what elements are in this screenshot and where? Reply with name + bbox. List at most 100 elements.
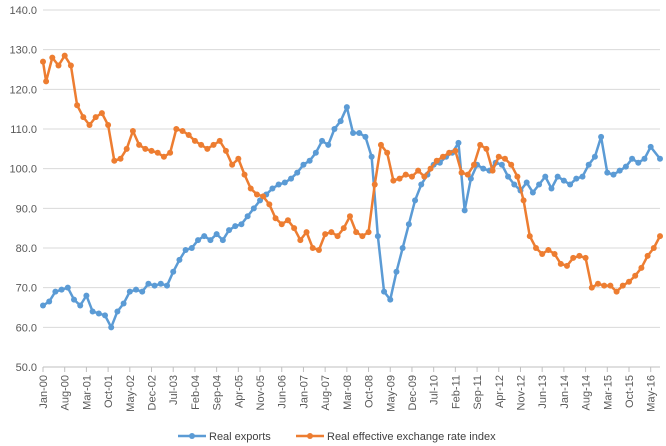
- data-point: [613, 288, 620, 295]
- data-point: [102, 312, 109, 319]
- y-tick-label: 140.0: [9, 5, 37, 17]
- data-point: [210, 141, 217, 148]
- data-point: [278, 221, 285, 228]
- data-point: [629, 155, 636, 162]
- data-point: [415, 167, 422, 174]
- data-point: [480, 165, 487, 172]
- data-point: [219, 237, 226, 244]
- data-point: [384, 149, 391, 156]
- data-point: [71, 296, 78, 303]
- x-tick-label: Feb-11: [450, 375, 462, 409]
- data-point: [657, 233, 663, 240]
- y-tick-label: 70.0: [16, 283, 37, 295]
- data-point: [328, 229, 335, 236]
- data-point: [294, 169, 301, 176]
- data-point: [266, 201, 273, 208]
- x-axis-labels: Jan-00 Aug-00 Mar-01 Oct-01 May-02 Dec-02 Jul-…: [38, 375, 658, 412]
- data-point: [573, 175, 580, 182]
- data-point: [545, 246, 552, 253]
- data-point: [570, 254, 577, 261]
- x-tick-label: Aug-14: [581, 375, 593, 410]
- data-point: [160, 153, 167, 160]
- data-point: [619, 282, 626, 289]
- data-point: [610, 171, 617, 178]
- data-point: [229, 161, 236, 168]
- data-point: [334, 233, 341, 240]
- x-tick-label: Nov-12: [515, 375, 527, 410]
- y-axis: 50.0 60.0 70.0 80.0 90.0 100.0 110.0 120.0 130.0…: [9, 5, 37, 374]
- data-point: [508, 161, 515, 168]
- data-point: [142, 145, 149, 152]
- data-point: [356, 129, 363, 136]
- data-point: [557, 260, 564, 267]
- data-point: [182, 246, 189, 253]
- x-tick-label: Oct-01: [103, 375, 115, 408]
- data-point: [498, 161, 505, 168]
- data-point: [222, 147, 229, 154]
- data-point: [452, 147, 459, 154]
- data-point: [315, 246, 322, 253]
- series-line: [42, 105, 661, 329]
- data-point: [58, 286, 65, 293]
- data-point: [542, 173, 549, 180]
- data-point: [458, 169, 465, 176]
- x-tick-label: Apr-05: [233, 375, 245, 408]
- data-point: [325, 141, 332, 148]
- x-tick-label: Jun-13: [537, 375, 549, 409]
- data-point: [638, 264, 645, 271]
- legend-item-real-effective-exchange-rate-index: Real effective exchange rate index: [296, 431, 496, 443]
- data-point: [585, 161, 592, 168]
- data-point: [368, 153, 375, 160]
- data-point: [309, 245, 316, 251]
- legend: Real exports Real effective exchange rat…: [178, 431, 496, 443]
- data-point: [390, 177, 397, 184]
- x-tick-label: Mar-08: [342, 375, 354, 410]
- y-tick-label: 130.0: [9, 45, 37, 57]
- data-point: [133, 286, 140, 293]
- x-tick-label: Dec-02: [147, 375, 159, 410]
- data-point: [61, 52, 68, 59]
- data-point: [418, 181, 425, 188]
- data-point: [536, 181, 543, 188]
- data-point: [495, 153, 502, 160]
- x-tick-label: Jul-03: [168, 375, 180, 405]
- y-tick-label: 80.0: [16, 243, 37, 255]
- data-point: [362, 133, 369, 140]
- data-point: [241, 171, 248, 178]
- data-point: [148, 147, 155, 154]
- x-tick-label: Feb-04: [190, 375, 202, 410]
- data-point: [601, 282, 608, 289]
- data-point: [381, 288, 388, 295]
- data-point: [157, 280, 164, 287]
- data-point: [80, 114, 87, 121]
- data-point: [269, 185, 276, 192]
- data-point: [129, 127, 136, 134]
- data-point: [343, 104, 350, 111]
- data-point: [98, 110, 105, 117]
- gridlines: [43, 9, 660, 328]
- data-point: [374, 233, 381, 240]
- data-point: [238, 221, 245, 228]
- data-point: [123, 145, 130, 152]
- y-tick-label: 120.0: [9, 84, 37, 96]
- data-point: [40, 58, 46, 65]
- data-point: [393, 268, 400, 275]
- x-tick-label: Jan-00: [38, 375, 50, 409]
- data-point: [464, 171, 471, 178]
- data-point: [622, 163, 629, 170]
- x-tick-label: Nov-05: [255, 375, 267, 410]
- data-point: [185, 131, 192, 138]
- data-point: [647, 143, 654, 150]
- data-point: [204, 145, 211, 152]
- data-point: [322, 231, 329, 238]
- x-tick-label: Aug-00: [60, 375, 72, 410]
- data-point: [616, 167, 623, 174]
- data-point: [250, 205, 257, 212]
- data-point: [83, 292, 90, 299]
- y-tick-label: 90.0: [16, 203, 37, 215]
- data-point: [598, 133, 605, 140]
- data-point: [532, 245, 539, 251]
- data-point: [346, 213, 353, 220]
- data-point: [439, 153, 446, 160]
- data-point: [350, 129, 357, 136]
